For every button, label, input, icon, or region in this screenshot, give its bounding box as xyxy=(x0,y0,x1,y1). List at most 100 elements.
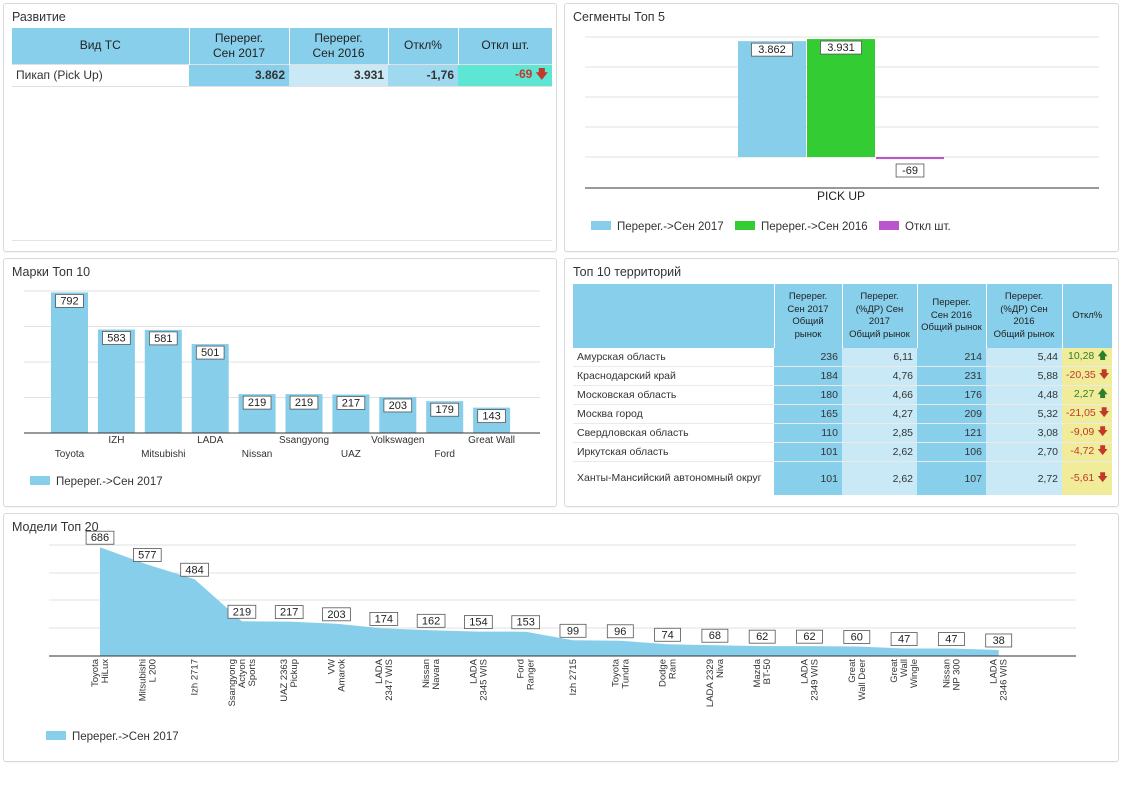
segments-chart: 3.862 3.931 -69 PICK UP Перерег.->Сен 2017 Пе… xyxy=(585,36,1099,233)
tick-label: Ssangyong xyxy=(227,659,238,707)
table-row[interactable]: Московская область 180 4,66 176 4,48 2,27 🡅 xyxy=(573,385,1112,405)
dev-table: Вид ТС Перерег. Сен 2017 Перерег. Сен 20… xyxy=(12,28,552,87)
tick-label: Great xyxy=(847,659,858,683)
territory-cell-v1: 110 xyxy=(774,423,842,443)
dev-panel-title: Развитие xyxy=(12,10,66,24)
data-label-11-box xyxy=(559,623,587,638)
terr-header-v4: Перерег. (%ДР) Сен 2016 Общий рынок xyxy=(986,284,1063,348)
territory-cell-v4: 3,08 xyxy=(986,423,1062,443)
data-label-1: 686 xyxy=(91,532,109,544)
table-row[interactable]: Ханты-Мансийский автономный округ 101 2,62… xyxy=(573,461,1112,495)
tick-label: LADA xyxy=(374,658,385,683)
tick-label: Actyon xyxy=(237,659,248,688)
data-label-9-box xyxy=(430,402,459,417)
data-label-20-box xyxy=(985,633,1013,648)
bar-1 xyxy=(738,41,806,157)
data-label-16: 62 xyxy=(803,631,815,643)
territory-cell-pct: -21,05 🡇 xyxy=(1062,404,1112,424)
pct-value: -21,05 xyxy=(1066,407,1096,419)
territory-table-scroll[interactable]: Перерег. Сен 2017 Общий рынок Перерег. (… xyxy=(573,284,1112,495)
table-row[interactable]: Москва город 165 4,27 209 5,32 -21,05 🡇 xyxy=(573,404,1112,424)
data-label-7-box xyxy=(369,612,399,626)
data-label-1-box xyxy=(751,42,793,57)
data-label-2: 583 xyxy=(107,333,125,345)
terr-header-v1: Перерег. Сен 2017 Общий рынок xyxy=(774,284,843,348)
data-label-2-box xyxy=(820,40,862,55)
data-label-8: 203 xyxy=(389,400,407,412)
table-row[interactable]: Иркутская область 101 2,62 106 2,70 -4,72 🡇 xyxy=(573,442,1112,462)
tick-label: Mitsubishi xyxy=(141,449,185,460)
data-label-16-box xyxy=(796,629,823,644)
territory-table: Перерег. Сен 2017 Общий рынок Перерег. (… xyxy=(573,284,1112,495)
data-label-9: 179 xyxy=(436,404,454,416)
tick-label: 2347 WIS xyxy=(384,659,395,701)
territory-cell-v3: 107 xyxy=(917,461,986,495)
pct-value: -4,72 xyxy=(1070,445,1095,457)
data-label-10: 143 xyxy=(482,411,500,423)
bar-toyota xyxy=(51,292,88,433)
tick-label: Ram xyxy=(668,659,679,679)
arrow-down-icon: 🡇 xyxy=(1095,369,1110,381)
table-row[interactable]: Пикап (Pick Up) 3.862 3.931 -1,76 -69 🡇 xyxy=(12,63,552,87)
data-label-13: 74 xyxy=(661,629,673,641)
territory-cell-v1: 180 xyxy=(774,385,842,405)
tick-label: Navara xyxy=(431,658,442,689)
dev-header-pct: Откл% xyxy=(388,28,459,64)
territory-cell-v3: 231 xyxy=(917,366,986,386)
arrow-down-icon: 🡇 xyxy=(1094,445,1108,457)
data-label-3: 581 xyxy=(154,333,172,345)
data-label-1-box xyxy=(55,294,84,308)
territory-cell-v3: 209 xyxy=(917,404,986,424)
tick-label: Wall xyxy=(899,659,910,677)
tick-label: Toyota xyxy=(610,658,621,687)
data-label-6-box xyxy=(322,607,351,622)
data-label-14: 68 xyxy=(709,630,721,642)
data-label-8-box xyxy=(383,398,413,413)
territory-cell-v2: 2,85 xyxy=(842,423,917,443)
data-label-2: 577 xyxy=(138,550,156,562)
tick-label: Izh 2715 xyxy=(568,659,579,695)
dev-header-type: Вид ТС xyxy=(12,28,190,64)
territory-table-header: Перерег. Сен 2017 Общий рынок Перерег. (… xyxy=(573,284,1112,348)
table-row[interactable]: Краснодарский край 184 4,76 231 5,88 -20,35 🡇 xyxy=(573,366,1112,386)
bar-2 xyxy=(807,39,875,157)
bar-izh xyxy=(97,329,135,433)
arrow-down-icon: 🡇 xyxy=(1094,426,1108,438)
tick-label: 2349 WIS xyxy=(810,659,821,701)
tick-label: Niva xyxy=(715,658,726,678)
data-label-7: 174 xyxy=(375,613,393,625)
tick-label: Great Wall xyxy=(468,435,515,446)
brands-chart: 792 Toyota 583 IZH 581 Mitsubishi 501 LADA 219 Ni… xyxy=(24,290,540,488)
legend-sen2017: Перерег.->Сен 2017 xyxy=(617,221,724,233)
data-label-13-box xyxy=(654,627,681,642)
dev-divider xyxy=(12,240,552,241)
data-label-9: 154 xyxy=(469,617,487,629)
data-label-4: 501 xyxy=(201,347,219,359)
table-row[interactable]: Свердловская область 110 2,85 121 3,08 -9,09 … xyxy=(573,423,1112,443)
territory-cell-v2: 6,11 xyxy=(842,348,917,367)
tick-label: NP 300 xyxy=(951,659,962,691)
data-label-6-box xyxy=(289,395,319,410)
data-label-1-box xyxy=(85,530,115,545)
tick-label: BT-50 xyxy=(762,659,773,684)
tick-label: VW xyxy=(327,659,338,674)
arrow-down-icon: 🡇 xyxy=(535,66,548,81)
data-label-3-box xyxy=(180,562,209,577)
territory-cell-v2: 2,62 xyxy=(842,442,917,462)
data-label-5-box xyxy=(274,605,304,619)
data-label-20: 38 xyxy=(993,635,1005,647)
data-label-2: 3.931 xyxy=(827,42,855,54)
territory-cell-name: Амурская область xyxy=(573,348,774,367)
data-label-3-box xyxy=(148,331,178,346)
tick-label: Ranger xyxy=(526,659,537,690)
data-label-15-box xyxy=(748,629,776,644)
territory-cell-pct: -5,61 🡇 xyxy=(1062,461,1112,495)
legend-sen2017-swatch xyxy=(46,731,66,740)
dev-header-sen2016: Перерег. Сен 2016 xyxy=(289,28,389,64)
table-row[interactable]: Амурская область 236 6,11 214 5,44 10,28 🡅 xyxy=(573,348,1112,367)
territory-cell-pct: -9,09 🡇 xyxy=(1062,423,1112,443)
segments-panel-title: Сегменты Топ 5 xyxy=(573,10,665,24)
bar-mitsubishi xyxy=(144,329,182,433)
territory-cell-name: Иркутская область xyxy=(573,442,774,462)
territory-cell-name: Свердловская область xyxy=(573,423,774,443)
